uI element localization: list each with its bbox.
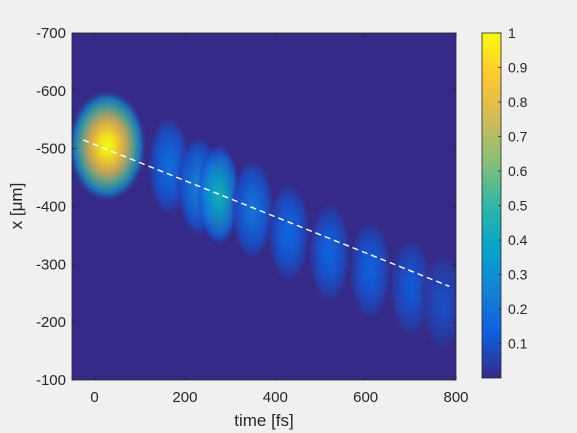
y-axis-label: x [μm] bbox=[7, 183, 26, 230]
y-tick-label: -100 bbox=[36, 372, 66, 389]
y-axis: -700 -600 -500 -400 -300 -200 -100 bbox=[36, 25, 456, 389]
colorbar-tick-label: 0.8 bbox=[508, 94, 528, 110]
heatmap-blob bbox=[266, 180, 311, 285]
colorbar-tick-label: 0.4 bbox=[508, 232, 528, 248]
colorbar-tick-label: 0.9 bbox=[508, 60, 528, 76]
colorbar-tick-label: 0.6 bbox=[508, 163, 528, 179]
colorbar-tick-label: 0.1 bbox=[508, 336, 528, 352]
colorbar-tick-label: 0.7 bbox=[508, 129, 528, 145]
heatmap-blob bbox=[72, 88, 148, 203]
heatmap-blob bbox=[307, 200, 352, 305]
colorbar-tick-label: 0.3 bbox=[508, 267, 528, 283]
x-tick-label: 400 bbox=[263, 389, 288, 406]
colorbar-tick-label: 0.5 bbox=[508, 198, 528, 214]
y-tick-label: -400 bbox=[36, 199, 66, 216]
heatmap-blob bbox=[230, 157, 275, 262]
trend-line bbox=[83, 139, 450, 287]
x-axis: 0 200 400 600 800 bbox=[90, 33, 469, 406]
colorbar: 0.1 0.2 0.3 0.4 0.5 0.6 0.7 0.8 0.9 1 bbox=[481, 25, 528, 379]
y-tick-label: -200 bbox=[36, 314, 66, 331]
y-tick-label: -600 bbox=[36, 83, 66, 100]
x-tick-label: 600 bbox=[353, 389, 378, 406]
heatmap-blob bbox=[196, 142, 241, 247]
plot-area bbox=[71, 32, 457, 381]
y-tick-label: -700 bbox=[36, 25, 66, 42]
y-tick-label: -500 bbox=[36, 141, 66, 158]
colorbar-tick-label: 1 bbox=[508, 25, 516, 41]
heatmap-blob bbox=[348, 218, 393, 323]
x-tick-label: 800 bbox=[443, 389, 468, 406]
x-tick-label: 200 bbox=[172, 389, 197, 406]
x-tick-label: 0 bbox=[90, 389, 98, 406]
colorbar-ticks: 0.1 0.2 0.3 0.4 0.5 0.6 0.7 0.8 0.9 1 bbox=[498, 25, 528, 352]
y-tick-label: -300 bbox=[36, 256, 66, 273]
heatmap-blobs bbox=[72, 88, 456, 354]
x-axis-label: time [fs] bbox=[234, 411, 294, 430]
heatmap-blob bbox=[420, 249, 456, 354]
colorbar-tick-label: 0.2 bbox=[508, 301, 528, 317]
